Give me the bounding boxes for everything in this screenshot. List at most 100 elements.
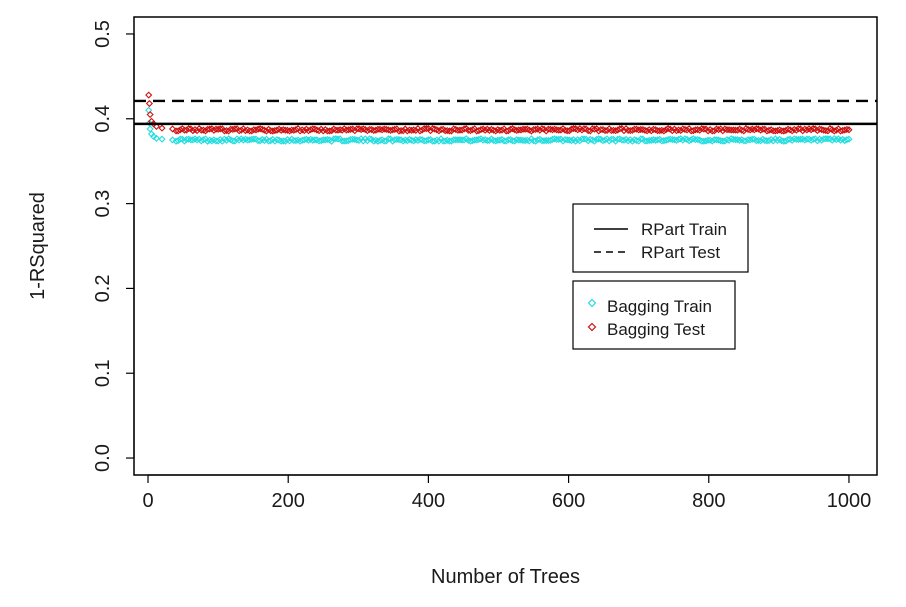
data-point bbox=[380, 137, 388, 145]
data-point bbox=[382, 125, 390, 133]
data-point bbox=[267, 137, 275, 145]
data-point bbox=[715, 126, 723, 134]
data-point bbox=[517, 136, 525, 144]
legend-bagging-test-swatch bbox=[587, 322, 597, 332]
data-point bbox=[334, 135, 342, 143]
data-point bbox=[513, 136, 521, 144]
data-point bbox=[460, 136, 468, 144]
data-point bbox=[281, 126, 289, 134]
y-tick-label: 0.5 bbox=[92, 20, 114, 48]
data-point bbox=[759, 125, 767, 133]
data-point bbox=[630, 125, 639, 133]
data-point bbox=[624, 137, 632, 145]
data-point bbox=[614, 135, 622, 143]
data-point bbox=[538, 125, 546, 133]
data-point bbox=[468, 126, 477, 134]
data-point bbox=[721, 125, 729, 133]
data-point bbox=[487, 125, 496, 133]
legend-rpart-train-label: RPart Train bbox=[641, 220, 727, 239]
legend-bagging-train-label: Bagging Train bbox=[607, 297, 712, 316]
data-point bbox=[292, 126, 300, 134]
data-point bbox=[515, 136, 523, 144]
data-point bbox=[376, 136, 384, 145]
data-point bbox=[168, 125, 177, 133]
reference-lines bbox=[134, 99, 877, 126]
data-point bbox=[532, 125, 540, 134]
x-tick-label: 0 bbox=[142, 490, 153, 512]
data-point bbox=[824, 135, 832, 143]
data-point bbox=[273, 136, 281, 144]
data-point bbox=[158, 124, 166, 132]
data-point bbox=[601, 136, 609, 144]
data-point bbox=[216, 125, 224, 133]
data-point bbox=[145, 119, 153, 127]
data-point bbox=[146, 110, 154, 119]
data-point bbox=[679, 125, 687, 133]
data-point bbox=[731, 136, 739, 144]
data-point bbox=[158, 135, 166, 143]
data-point bbox=[250, 135, 258, 143]
y-tick-label: 0.2 bbox=[92, 275, 114, 303]
data-point bbox=[429, 125, 437, 133]
data-point bbox=[752, 125, 761, 133]
data-point bbox=[691, 126, 700, 134]
data-point bbox=[550, 125, 559, 133]
data-point bbox=[197, 126, 205, 134]
y-tick-label: 0.1 bbox=[92, 359, 114, 387]
data-point bbox=[152, 122, 161, 130]
data-point bbox=[656, 127, 664, 135]
data-point bbox=[380, 125, 388, 133]
data-point bbox=[765, 126, 773, 134]
data-point bbox=[185, 125, 193, 133]
data-point bbox=[206, 125, 214, 133]
data-point bbox=[279, 126, 287, 134]
x-tick-label: 600 bbox=[552, 490, 585, 512]
y-axis-label: 1-RSquared bbox=[27, 192, 49, 300]
data-point bbox=[843, 125, 851, 133]
data-point bbox=[405, 135, 414, 143]
data-point bbox=[607, 135, 615, 143]
data-point bbox=[231, 125, 239, 133]
data-point bbox=[569, 124, 578, 133]
data-point bbox=[534, 136, 542, 144]
data-point bbox=[555, 135, 563, 143]
legend-rpart: RPart Train RPart Test bbox=[572, 203, 749, 273]
data-point bbox=[561, 126, 569, 134]
data-point bbox=[698, 125, 706, 133]
plot-frame bbox=[133, 16, 878, 476]
legend-rpart-test-label: RPart Test bbox=[641, 243, 720, 262]
data-point bbox=[704, 136, 712, 144]
y-axis: 0.0 0.1 0.2 0.3 0.4 0.5 bbox=[92, 20, 135, 472]
data-point bbox=[498, 126, 506, 134]
data-point bbox=[803, 135, 811, 143]
data-point bbox=[477, 126, 485, 134]
data-point bbox=[590, 137, 599, 145]
data-point bbox=[521, 125, 529, 133]
data-point bbox=[809, 125, 817, 133]
x-axis-label: Number of Trees bbox=[431, 566, 580, 588]
data-point bbox=[727, 135, 735, 143]
data-point bbox=[845, 126, 853, 134]
data-point bbox=[479, 136, 487, 144]
series-bagging-test bbox=[145, 91, 853, 135]
data-point bbox=[145, 99, 153, 108]
data-point bbox=[664, 125, 672, 133]
data-point bbox=[815, 125, 824, 133]
data-point bbox=[347, 125, 355, 133]
data-point bbox=[580, 135, 588, 143]
data-point bbox=[654, 136, 662, 144]
data-point bbox=[241, 135, 250, 143]
data-point bbox=[567, 137, 575, 145]
data-point bbox=[723, 126, 731, 134]
data-point bbox=[620, 136, 628, 144]
data-point bbox=[809, 135, 817, 143]
data-point bbox=[355, 136, 363, 144]
data-point bbox=[630, 136, 639, 144]
legend-rpart-box bbox=[572, 203, 749, 273]
data-point bbox=[725, 126, 733, 134]
data-point bbox=[193, 136, 201, 144]
data-point bbox=[748, 135, 756, 143]
data-point bbox=[616, 125, 624, 133]
data-point bbox=[611, 137, 620, 145]
data-point bbox=[365, 125, 374, 134]
